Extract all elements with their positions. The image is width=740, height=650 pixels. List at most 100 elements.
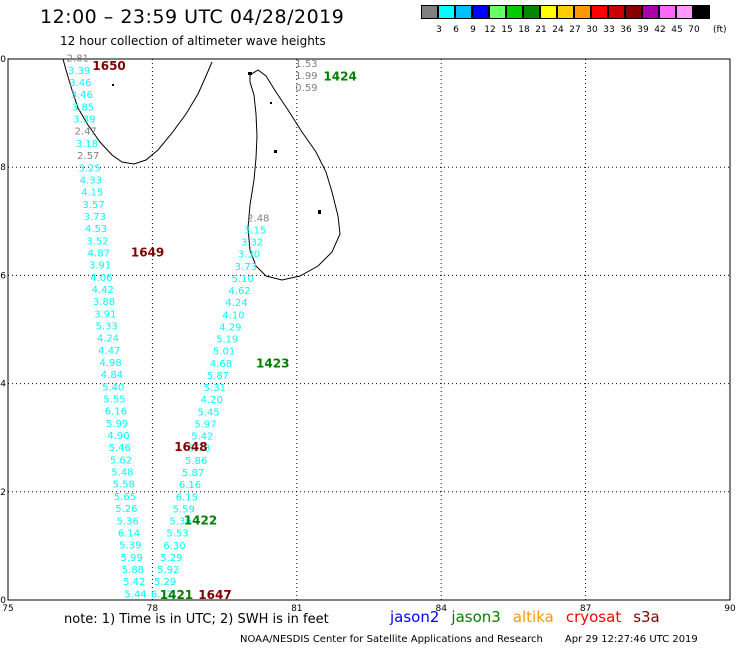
wave-height-value: 4.29 xyxy=(219,322,241,333)
legend-label: 39 xyxy=(637,25,649,35)
wave-height-value: 1.99 xyxy=(295,71,317,82)
wave-height-value: 4.84 xyxy=(101,370,123,381)
satellite-cryosat: cryosat xyxy=(565,608,622,626)
lat-tick-label: 8 xyxy=(0,163,6,173)
legend-swatch xyxy=(625,5,642,19)
wave-height-value: 4.47 xyxy=(98,346,120,357)
wave-height-value: 4.10 xyxy=(222,310,244,321)
map-frame xyxy=(7,58,731,601)
legend-label: 6 xyxy=(453,25,459,35)
wave-height-value: 5.33 xyxy=(96,322,118,333)
wave-height-value: 5.48 xyxy=(111,468,133,479)
legend-label: 21 xyxy=(535,25,547,35)
lat-tick-label: 4 xyxy=(0,380,6,390)
wave-height-value: 4.42 xyxy=(92,285,114,296)
legend-swatch xyxy=(574,5,591,19)
wave-height-value: 2.81 xyxy=(67,54,89,65)
legend-swatch xyxy=(642,5,659,19)
wave-height-value: 4.24 xyxy=(225,298,247,309)
lon-tick-label: 87 xyxy=(580,604,591,614)
chart-subtitle: 12 hour collection of altimeter wave hei… xyxy=(60,34,326,48)
wave-height-value: 1.53 xyxy=(295,59,317,70)
wave-height-value: 3.30 xyxy=(238,250,260,261)
wave-height-value: 4.06 xyxy=(90,273,112,284)
wave-height-value: 6.12 xyxy=(151,589,173,600)
wave-height-value: 6.16 xyxy=(105,407,127,418)
wave-height-value: 6.16 xyxy=(179,480,201,491)
pass-label: 1648 xyxy=(174,440,207,454)
wave-height-value: 5.87 xyxy=(182,468,204,479)
legend-swatch xyxy=(489,5,506,19)
legend-swatch xyxy=(540,5,557,19)
wave-height-value: 5.88 xyxy=(122,565,144,576)
wave-height-value: 5.45 xyxy=(197,407,219,418)
islands xyxy=(112,72,321,214)
wave-height-value: 2.48 xyxy=(247,213,269,224)
wave-height-value: 5.44 xyxy=(124,589,146,600)
wave-height-value: 5.42 xyxy=(191,432,213,443)
legend-swatch xyxy=(438,5,455,19)
wave-height-value: 6.15 xyxy=(176,492,198,503)
lon-tick-label: 90 xyxy=(724,604,736,614)
wave-height-value: 5.59 xyxy=(173,504,195,515)
wave-height-value: 5.36 xyxy=(117,516,139,527)
wave-height-value: 6.30 xyxy=(163,541,185,552)
legend-label: 42 xyxy=(654,25,666,35)
pass-label: 1649 xyxy=(131,245,164,259)
wave-height-value: 5.42 xyxy=(123,577,145,588)
legend-label: 15 xyxy=(501,25,513,35)
legend-swatch xyxy=(506,5,523,19)
legend-swatch xyxy=(455,5,472,19)
satellite-altika: altika xyxy=(512,608,554,626)
wave-height-value: 3.25 xyxy=(78,163,100,174)
legend-label: 30 xyxy=(586,25,598,35)
wave-height-value: 2.57 xyxy=(77,151,99,162)
lat-tick-label: 10 xyxy=(0,55,6,65)
wave-height-value: 3.85 xyxy=(72,102,94,113)
wave-height-value: 4.15 xyxy=(81,188,103,199)
legend-label: 36 xyxy=(620,25,632,35)
pass-label: 1650 xyxy=(92,59,125,73)
lon-tick-label: 75 xyxy=(2,604,13,614)
wave-height-value: 5.29 xyxy=(160,553,182,564)
wave-height-value: 5.01 xyxy=(213,347,235,358)
wave-height-value: 4.20 xyxy=(201,395,223,406)
wave-height-value: 5.55 xyxy=(103,395,125,406)
sri-lanka-coastline xyxy=(247,69,341,281)
wave-height-value: 3.52 xyxy=(86,236,108,247)
wave-height-value: 5.31 xyxy=(204,383,226,394)
legend-label: 18 xyxy=(518,25,530,35)
chart-title: 12:00 – 23:59 UTC 04/28/2019 xyxy=(40,6,345,28)
map-axes: 75 78 81 84 87 90 0 2 4 6 8 10 xyxy=(0,55,736,614)
wave-height-value: 4.53 xyxy=(85,224,107,235)
lat-tick-label: 2 xyxy=(0,488,6,498)
wave-height-value: 5.29 xyxy=(154,577,176,588)
satellite-legend: jason2 jason3 altika cryosat s3a xyxy=(390,608,672,626)
wave-height-value: 6.14 xyxy=(118,528,140,539)
pass-label: 1647 xyxy=(198,588,231,602)
wave-height-value: 5.39 xyxy=(119,541,141,552)
wave-height-value: 4.24 xyxy=(97,334,119,345)
satellite-jason2: jason2 xyxy=(390,608,440,626)
legend-swatch xyxy=(659,5,676,19)
legend-swatch xyxy=(608,5,625,19)
footnote: note: 1) Time is in UTC; 2) SWH is in fe… xyxy=(64,612,329,627)
credit-text: NOAA/NESDIS Center for Satellite Applica… xyxy=(240,634,543,645)
wave-height-value: 3.32 xyxy=(241,238,263,249)
wave-height-value: 5.86 xyxy=(185,456,207,467)
legend-label: 33 xyxy=(603,25,615,35)
lat-tick-label: 0 xyxy=(0,596,6,606)
pass-label: 1424 xyxy=(323,70,356,84)
wave-height-value: 5.53 xyxy=(166,529,188,540)
lon-tick-label: 84 xyxy=(435,604,447,614)
wave-height-value: 4.98 xyxy=(99,358,121,369)
credit-line: NOAA/NESDIS Center for Satellite Applica… xyxy=(240,634,698,645)
altimeter-tracks: 2.813.393.463.463.853.392.473.182.573.25… xyxy=(67,54,318,601)
wave-height-value: 3.39 xyxy=(68,66,90,77)
wave-height-value: 4.62 xyxy=(229,286,251,297)
wave-height-value: 5.10 xyxy=(232,274,254,285)
wave-height-value: 0.59 xyxy=(295,83,317,94)
legend-swatch xyxy=(472,5,489,19)
wave-height-value: 5.26 xyxy=(115,504,137,515)
